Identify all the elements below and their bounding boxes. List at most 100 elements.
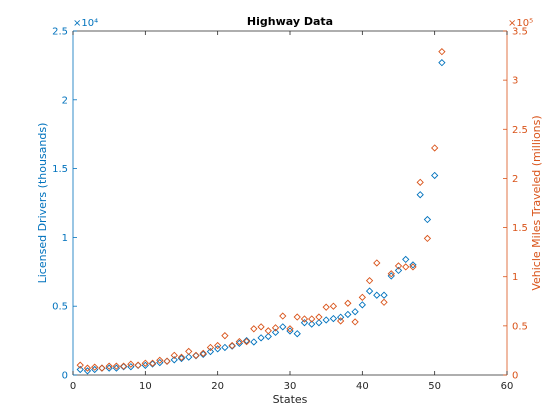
- vehicle-miles-point: [300, 315, 309, 323]
- vehicle-miles-point: [228, 341, 236, 350]
- vehicle-miles-point: [344, 299, 352, 307]
- licensed-drivers-point: [351, 308, 359, 316]
- licensed-drivers-point: [315, 319, 323, 327]
- vehicle-miles-point: [257, 323, 265, 331]
- vehicle-miles-point: [293, 313, 301, 321]
- vehicle-miles-point: [156, 356, 164, 364]
- licensed-drivers-point: [242, 336, 251, 345]
- licensed-drivers-point: [257, 334, 265, 342]
- vehicle-miles-point: [250, 325, 258, 333]
- left-y-tick-label: 0: [62, 371, 68, 382]
- vehicle-miles-point: [105, 362, 113, 370]
- left-y-tick-label: 2.5: [52, 27, 68, 38]
- licensed-drivers-point: [358, 301, 366, 309]
- left-exponent-label: ×10⁴: [73, 18, 98, 29]
- left-y-tick-label: 1: [62, 233, 68, 244]
- chart-title: Highway Data: [247, 15, 333, 28]
- vehicle-miles-point: [83, 364, 92, 372]
- vehicle-miles-point: [322, 303, 330, 311]
- licensed-drivers-point: [76, 365, 84, 374]
- vehicle-miles-point: [242, 337, 251, 346]
- vehicle-miles-point: [214, 341, 222, 350]
- licensed-drivers-point: [344, 310, 352, 319]
- x-tick-label: 20: [211, 381, 224, 392]
- vehicle-miles-point: [264, 327, 272, 335]
- right-y-tick-label: 0.5: [512, 321, 528, 332]
- licensed-drivers-point: [206, 347, 215, 356]
- licensed-drivers-point: [279, 323, 287, 331]
- vehicle-miles-point: [235, 337, 244, 346]
- licensed-drivers-point: [308, 320, 316, 328]
- ticks-layer: 0 10 20 30 40 50 6000.511.522.500.511.522.533.…: [52, 27, 528, 393]
- licensed-drivers-point: [423, 215, 432, 224]
- licensed-drivers-point: [438, 59, 446, 67]
- right-exponent-label: ×10⁵: [508, 18, 533, 29]
- vehicle-miles-point: [112, 362, 121, 370]
- left-y-tick-label: 0.5: [52, 302, 68, 313]
- licensed-drivers-point: [185, 353, 193, 361]
- licensed-drivers-point: [83, 367, 92, 375]
- vehicle-miles-point: [373, 259, 381, 267]
- vehicle-miles-point: [394, 262, 403, 270]
- vehicle-miles-point: [141, 359, 149, 367]
- vehicle-miles-point: [221, 332, 229, 340]
- vehicle-miles-point: [416, 178, 424, 186]
- vehicle-miles-point: [336, 317, 345, 325]
- vehicle-miles-point: [192, 351, 200, 359]
- licensed-drivers-point: [394, 266, 403, 275]
- licensed-drivers-point: [148, 360, 157, 368]
- vehicle-miles-point: [185, 347, 193, 356]
- vehicle-miles-point: [358, 293, 366, 301]
- vehicle-miles-point: [76, 361, 84, 369]
- right-axis-label: Vehicle Miles Traveled (millions): [530, 115, 543, 290]
- x-tick-label: 50: [428, 381, 441, 392]
- licensed-drivers-point: [329, 314, 338, 323]
- vehicle-miles-point: [170, 351, 178, 359]
- vehicle-miles-point: [387, 270, 395, 278]
- licensed-drivers-point: [170, 356, 178, 364]
- licensed-drivers-point: [221, 343, 229, 352]
- points-layer: [76, 48, 446, 375]
- vehicle-miles-point: [279, 312, 287, 320]
- vehicle-miles-point: [402, 263, 410, 271]
- licensed-drivers-point: [365, 287, 374, 295]
- vehicle-miles-point: [199, 349, 207, 358]
- vehicle-miles-point: [134, 361, 142, 369]
- vehicle-miles-point: [119, 362, 128, 370]
- vehicle-miles-point: [315, 313, 323, 321]
- licensed-drivers-point: [293, 330, 301, 338]
- licensed-drivers-point: [264, 332, 272, 341]
- vehicle-miles-point: [365, 277, 374, 285]
- right-y-tick-label: 1.5: [512, 223, 528, 234]
- licensed-drivers-point: [271, 328, 280, 336]
- licensed-drivers-point: [199, 350, 207, 358]
- vehicle-miles-point: [351, 318, 359, 326]
- right-y-tick-label: 2: [512, 174, 518, 185]
- x-tick-label: 60: [501, 381, 514, 392]
- vehicle-miles-point: [271, 324, 280, 332]
- licensed-drivers-point: [336, 313, 345, 321]
- vehicle-miles-point: [423, 234, 432, 243]
- right-y-tick-label: 3.5: [512, 27, 528, 38]
- vehicle-miles-point: [163, 357, 171, 365]
- vehicle-miles-point: [127, 360, 135, 368]
- right-y-tick-label: 1: [512, 272, 518, 283]
- x-tick-label: 40: [356, 381, 369, 392]
- vehicle-miles-point: [286, 325, 294, 333]
- right-y-tick-label: 3: [512, 76, 518, 87]
- vehicle-miles-point: [308, 315, 316, 323]
- licensed-drivers-point: [177, 354, 186, 363]
- vehicle-miles-point: [438, 48, 446, 56]
- x-tick-label: 30: [284, 381, 297, 392]
- licensed-drivers-point: [322, 316, 330, 324]
- vehicle-miles-point: [431, 144, 439, 152]
- licensed-drivers-point: [416, 191, 424, 199]
- vehicle-miles-point: [91, 363, 99, 371]
- vehicle-miles-point: [206, 343, 215, 352]
- x-axis-label: States: [273, 393, 308, 406]
- x-tick-label: 0: [70, 381, 76, 392]
- licensed-drivers-point: [402, 255, 410, 264]
- licensed-drivers-point: [373, 291, 381, 299]
